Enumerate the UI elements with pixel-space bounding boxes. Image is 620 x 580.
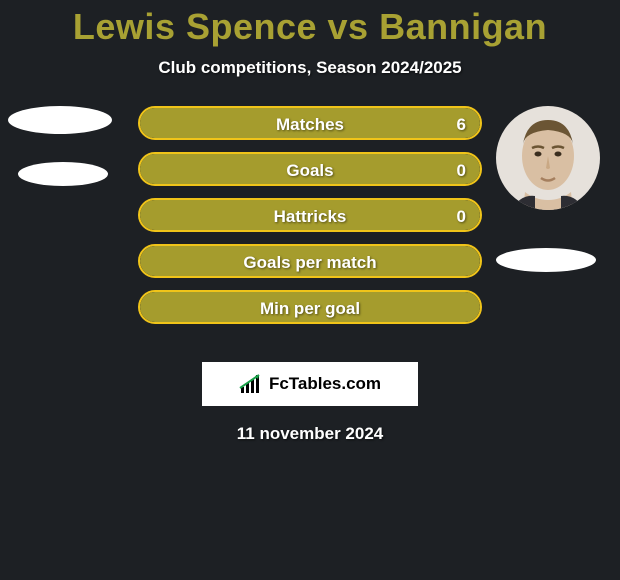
stat-bar-right-value: 6 (457, 108, 466, 140)
stat-bars: Matches6Goals0Hattricks0Goals per matchM… (138, 106, 482, 336)
stat-bar-label: Min per goal (140, 292, 480, 324)
player-left-column (8, 106, 112, 186)
player-left-team-placeholder (18, 162, 108, 186)
chart-bars-icon (239, 373, 263, 395)
date-text: 11 november 2024 (0, 424, 620, 444)
stat-bar-row: Matches6 (138, 106, 482, 140)
stat-bar-right-value: 0 (457, 200, 466, 232)
player-right-team-placeholder (496, 248, 596, 272)
stat-bar-label: Goals (140, 154, 480, 186)
subtitle: Club competitions, Season 2024/2025 (0, 58, 620, 78)
page-title: Lewis Spence vs Bannigan (0, 0, 620, 48)
face-icon (503, 110, 593, 210)
brand-text: FcTables.com (269, 374, 381, 394)
comparison-area: Matches6Goals0Hattricks0Goals per matchM… (0, 106, 620, 346)
player-right-avatar (496, 106, 600, 210)
stat-bar-row: Hattricks0 (138, 198, 482, 232)
player-left-avatar-placeholder (8, 106, 112, 134)
stat-bar-label: Matches (140, 108, 480, 140)
stat-bar-label: Hattricks (140, 200, 480, 232)
stat-bar-row: Goals per match (138, 244, 482, 278)
stat-bar-label: Goals per match (140, 246, 480, 278)
brand-badge: FcTables.com (202, 362, 418, 406)
stat-bar-row: Min per goal (138, 290, 482, 324)
stat-bar-right-value: 0 (457, 154, 466, 186)
stat-bar-row: Goals0 (138, 152, 482, 186)
title-text: Lewis Spence vs Bannigan (73, 6, 547, 47)
player-right-column (496, 106, 600, 272)
